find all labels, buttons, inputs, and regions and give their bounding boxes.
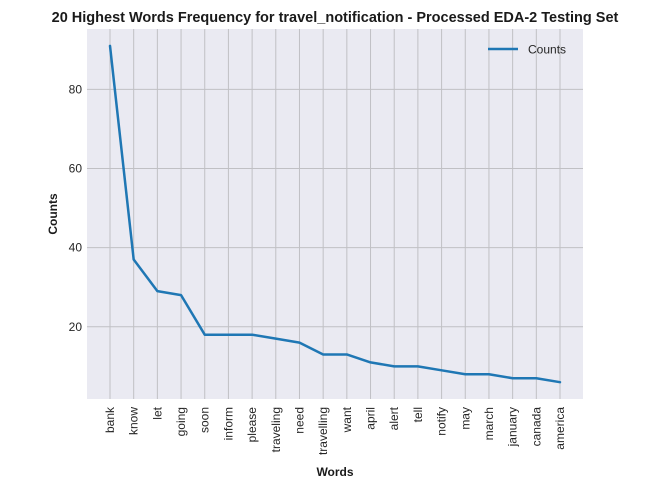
x-tick-label: alert	[387, 406, 401, 430]
y-tick-label: 20	[69, 320, 83, 334]
x-tick-label: january	[506, 407, 520, 447]
grid	[87, 29, 583, 399]
x-tick-label: tell	[411, 407, 425, 422]
x-tick-label: march	[482, 407, 496, 440]
x-tick-label: going	[174, 407, 188, 436]
legend-label: Counts	[528, 43, 566, 57]
series-line-0	[108, 44, 562, 384]
x-tick-label: please	[245, 407, 259, 443]
x-tick-label: america	[553, 407, 567, 450]
x-tick-label: notify	[435, 407, 449, 436]
y-tick-label: 40	[69, 241, 83, 255]
x-tick-label: let	[150, 406, 164, 419]
y-tick-label: 80	[69, 82, 83, 96]
x-tick-label: april	[364, 407, 378, 430]
x-tick-label: soon	[198, 407, 212, 433]
legend: Counts	[488, 43, 566, 57]
x-tick-label: inform	[221, 407, 235, 440]
x-tick-label: traveling	[269, 407, 283, 452]
plot-area	[87, 29, 583, 399]
y-tick-label: 60	[69, 161, 83, 175]
x-tick-label: may	[458, 407, 472, 430]
y-axis-label: Counts	[46, 193, 60, 235]
x-tick-label: travelling	[316, 407, 330, 455]
x-tick-label: canada	[529, 407, 543, 447]
tick-labels: bank know let going soon inform please travelin…	[69, 82, 567, 455]
chart-title: 20 Highest Words Frequency for travel_no…	[52, 10, 619, 26]
x-tick-label: want	[340, 406, 354, 433]
x-tick-label: need	[292, 407, 306, 434]
x-tick-label: bank	[103, 406, 117, 433]
x-tick-label: know	[127, 407, 141, 435]
series-layer	[108, 44, 562, 384]
x-axis-label: Words	[316, 465, 353, 479]
